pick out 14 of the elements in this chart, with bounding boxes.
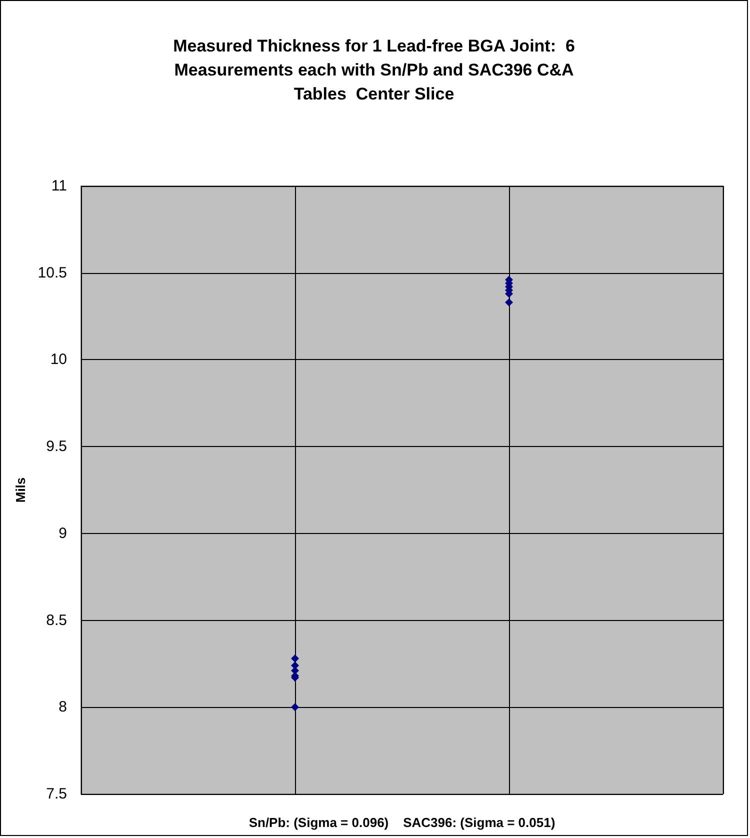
chart-title: Measured Thickness for 1 Lead-free BGA Joint: 6 Measurements each with Sn/Pb and SAC396 C&A Tables Center Slice	[173, 36, 575, 104]
point	[505, 298, 513, 306]
y-tick-label: 8.5	[46, 612, 67, 629]
point	[291, 654, 299, 663]
y-tick-label: 7.5	[46, 786, 67, 802]
y-tick-label: 9.5	[46, 438, 67, 456]
y-axis-title: Mils	[12, 477, 28, 503]
y-tick-label: 10.5	[38, 264, 67, 282]
x-axis-title: Sn/Pb: (Sigma = 0.096) SAC396: (Sigma = 0.051)	[248, 815, 556, 830]
y-tick-label: 10	[50, 351, 67, 368]
y-tick-label: 8	[58, 698, 67, 716]
y-tick-label: 9	[58, 524, 67, 542]
y-tick-label: 11	[51, 178, 67, 194]
point	[291, 703, 299, 712]
